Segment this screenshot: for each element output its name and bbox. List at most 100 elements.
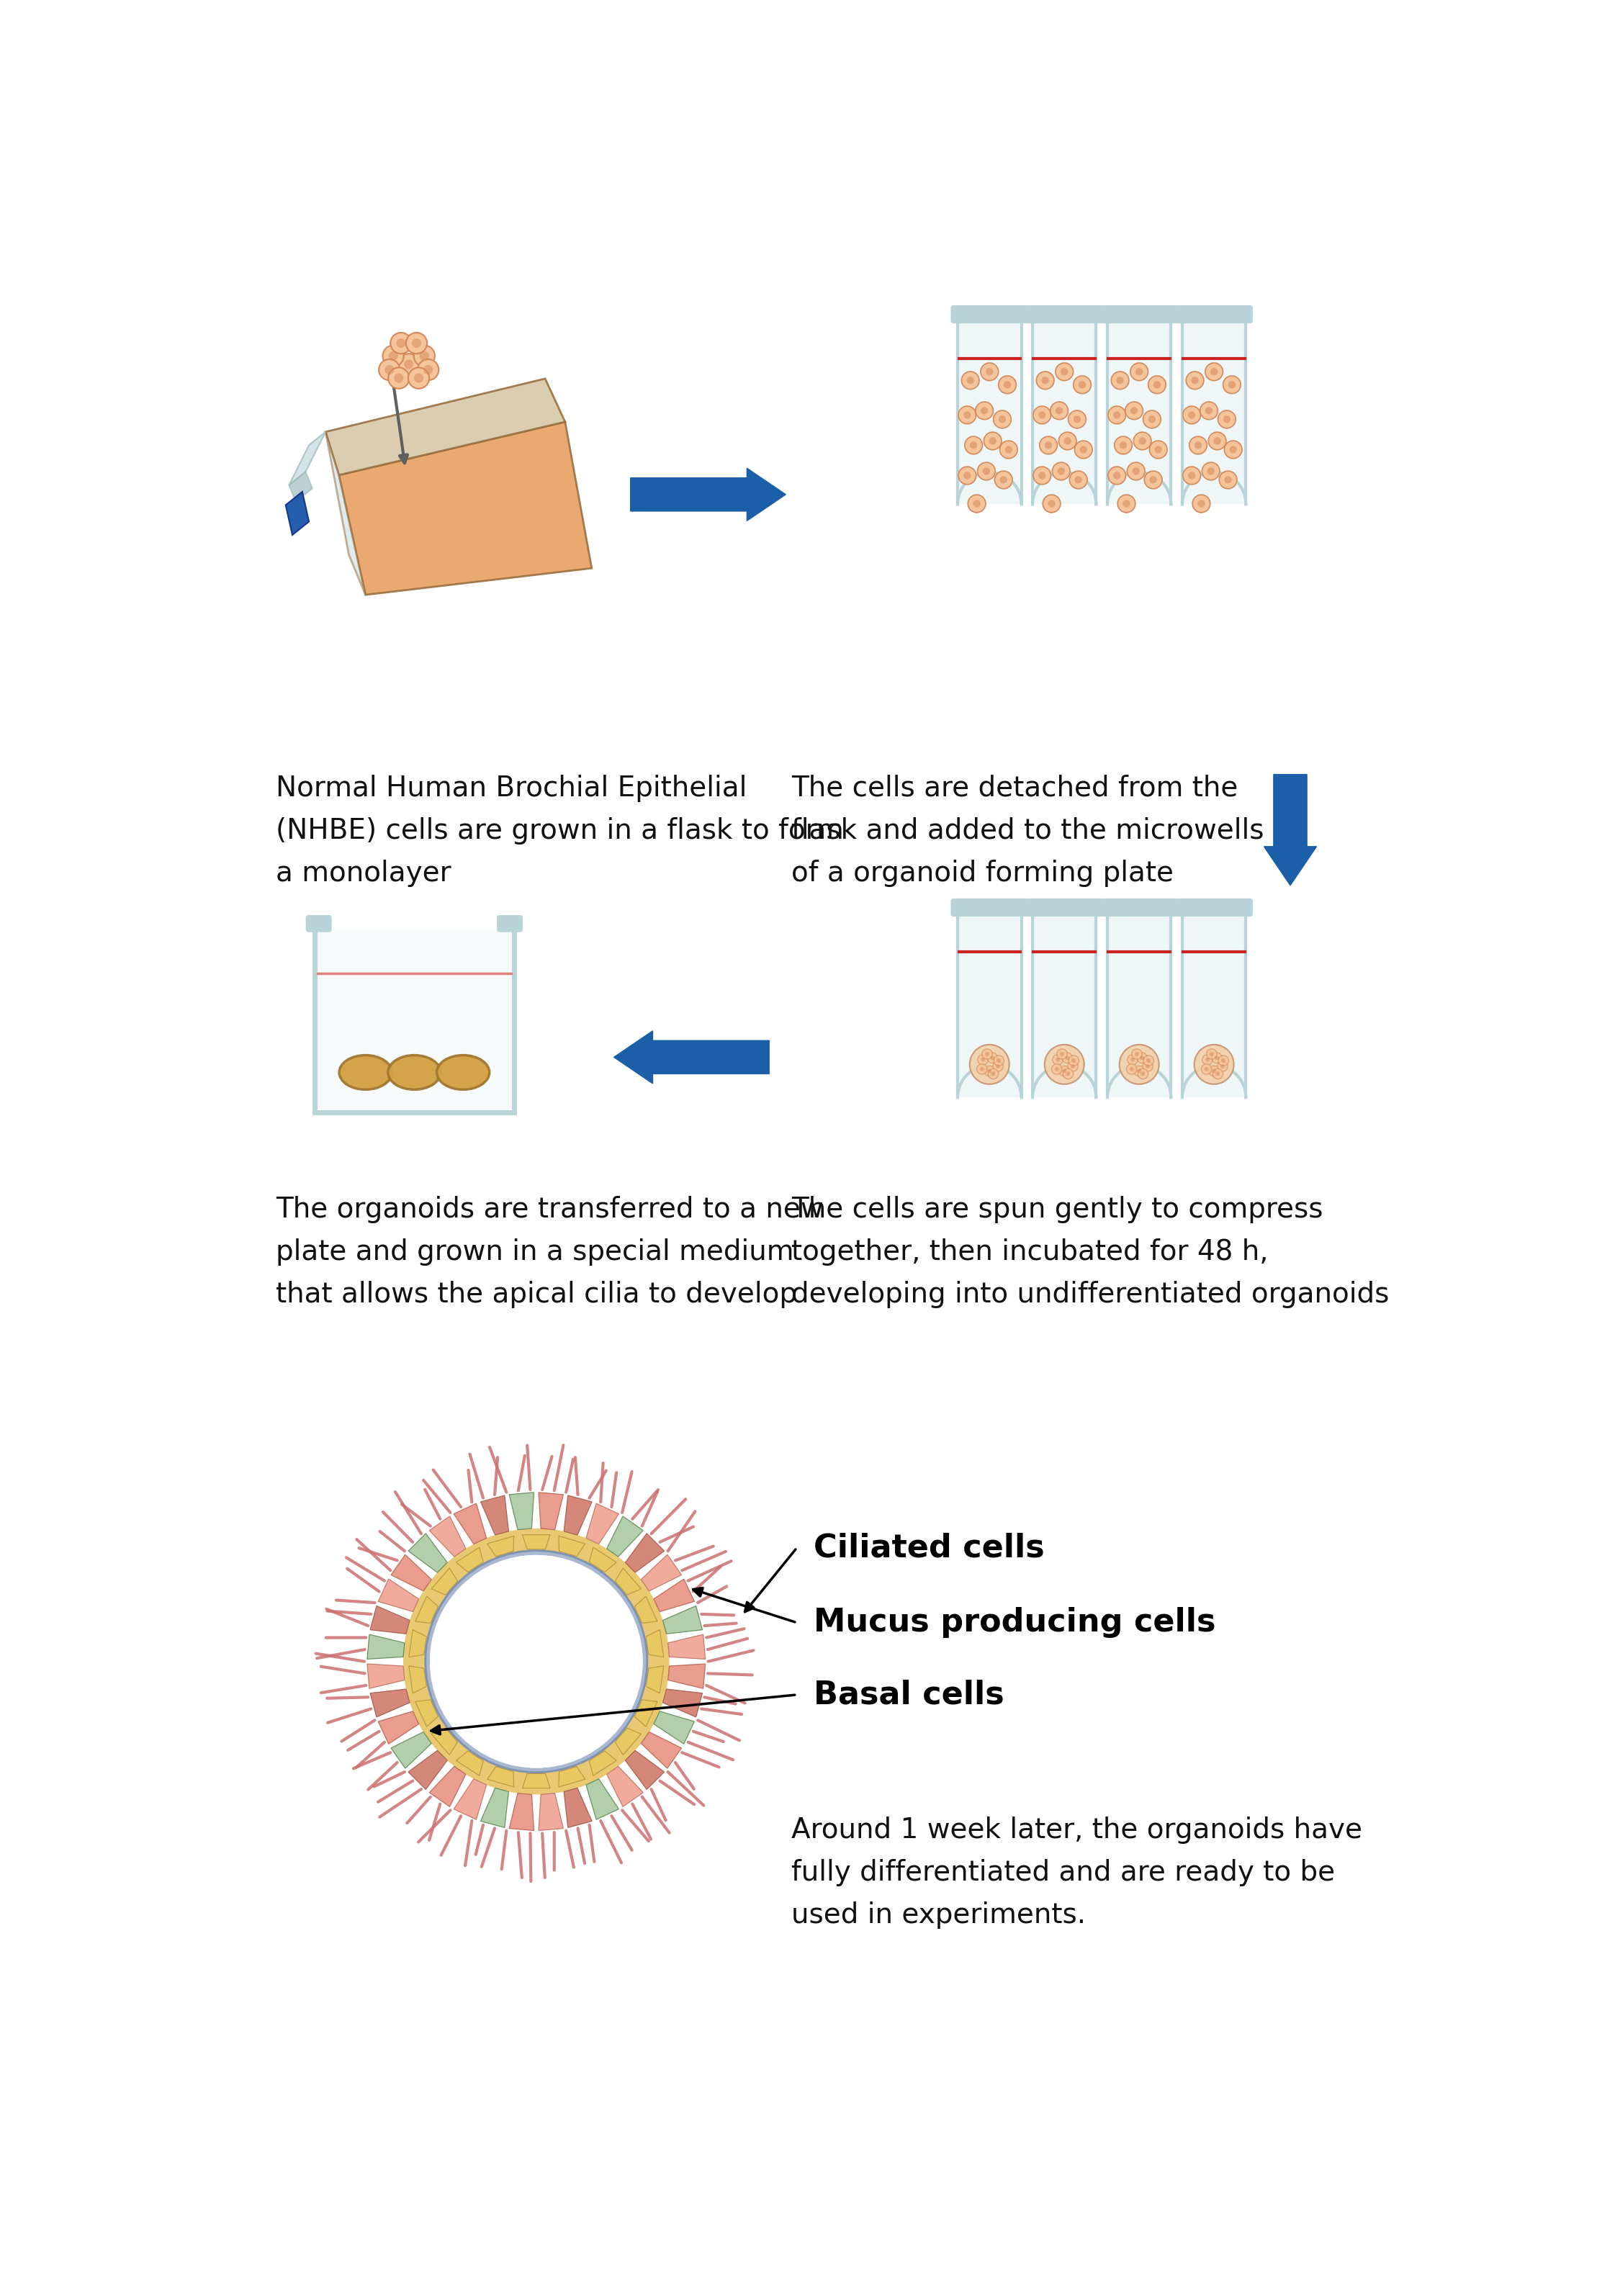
Polygon shape [647,1630,664,1658]
Polygon shape [615,1729,640,1754]
Circle shape [958,406,976,425]
Circle shape [998,377,1016,393]
Ellipse shape [436,1056,489,1091]
Polygon shape [522,1534,549,1550]
Circle shape [1230,445,1238,452]
Circle shape [1143,411,1161,427]
Polygon shape [615,1568,640,1596]
Polygon shape [409,1534,447,1573]
Circle shape [1070,471,1088,489]
Polygon shape [564,1495,592,1536]
Circle shape [425,1550,647,1773]
Polygon shape [522,1534,549,1550]
Circle shape [1054,1068,1059,1072]
Circle shape [1188,471,1196,480]
Text: Ciliated cells: Ciliated cells [813,1531,1044,1564]
Circle shape [1115,436,1132,455]
Polygon shape [431,1729,457,1754]
Polygon shape [634,1699,658,1727]
Polygon shape [367,1635,404,1660]
Circle shape [981,363,998,381]
Circle shape [997,1063,1000,1068]
Circle shape [430,1554,642,1768]
FancyArrow shape [631,468,786,521]
Circle shape [998,416,1006,422]
Circle shape [1153,381,1161,388]
Polygon shape [509,1793,533,1830]
Polygon shape [653,1711,695,1745]
Circle shape [1070,1063,1075,1068]
Circle shape [977,1054,989,1065]
Circle shape [1052,1054,1064,1065]
Polygon shape [391,1731,431,1768]
Circle shape [1183,466,1201,484]
Polygon shape [457,1752,484,1775]
Circle shape [1195,441,1203,450]
Circle shape [1145,1063,1150,1068]
Circle shape [1059,1065,1070,1077]
Polygon shape [415,1596,438,1623]
Circle shape [1201,1063,1212,1075]
Circle shape [406,333,426,354]
Polygon shape [409,1630,426,1658]
Polygon shape [634,1596,658,1623]
Circle shape [1145,471,1163,489]
Polygon shape [430,1515,466,1557]
Circle shape [981,406,989,413]
Circle shape [1134,1065,1145,1077]
Circle shape [383,344,404,367]
Polygon shape [538,1492,564,1529]
Circle shape [1219,411,1236,427]
FancyArrow shape [1263,774,1316,886]
Circle shape [1219,471,1238,489]
Circle shape [1132,1049,1142,1058]
Circle shape [1206,363,1223,381]
Circle shape [1056,1058,1060,1061]
Circle shape [1206,406,1212,413]
Polygon shape [663,1690,703,1717]
FancyArrow shape [613,1031,770,1084]
Bar [958,319,1022,505]
Circle shape [1220,1063,1225,1068]
Circle shape [1051,402,1068,420]
Polygon shape [391,1554,431,1591]
Circle shape [963,471,971,480]
Text: The cells are spun gently to compress
together, then incubated for 48 h,
develop: The cells are spun gently to compress to… [791,1196,1389,1309]
Circle shape [1199,402,1219,420]
Text: The organoids are transferred to a new
plate and grown in a special medium
that : The organoids are transferred to a new p… [276,1196,824,1309]
Polygon shape [487,1766,514,1786]
Polygon shape [371,1605,410,1635]
Circle shape [1005,445,1012,452]
Polygon shape [481,1495,509,1536]
FancyBboxPatch shape [1102,900,1177,916]
Bar [1033,319,1096,505]
Polygon shape [607,1766,644,1807]
Circle shape [1056,406,1064,413]
Circle shape [989,436,997,445]
Text: The cells are detached from the
flask and added to the microwells
of a organoid : The cells are detached from the flask an… [791,774,1263,886]
Circle shape [1052,461,1070,480]
Bar [315,930,514,1114]
Circle shape [990,1056,995,1061]
Circle shape [1073,377,1091,393]
Circle shape [1131,1058,1135,1061]
Bar [1182,914,1246,1097]
Circle shape [981,1068,984,1072]
Circle shape [1187,372,1204,390]
Text: Basal cells: Basal cells [813,1678,1005,1711]
Circle shape [1131,406,1137,413]
Circle shape [1116,377,1124,383]
Circle shape [1112,372,1129,390]
Polygon shape [586,1504,618,1543]
Circle shape [985,367,993,377]
Circle shape [1033,466,1051,484]
Circle shape [982,468,990,475]
Polygon shape [286,491,308,535]
Polygon shape [589,1548,616,1573]
Circle shape [1038,411,1046,418]
Circle shape [1059,432,1076,450]
Circle shape [1127,461,1145,480]
Circle shape [1126,402,1143,420]
Circle shape [1190,436,1207,455]
Circle shape [1040,436,1057,455]
